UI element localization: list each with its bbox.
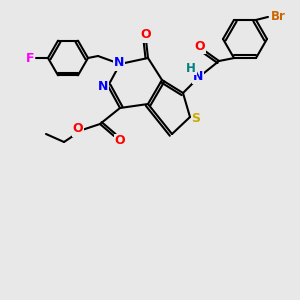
Text: O: O bbox=[141, 28, 151, 41]
Text: N: N bbox=[98, 80, 108, 92]
Text: N: N bbox=[193, 70, 203, 83]
Text: H: H bbox=[186, 61, 196, 74]
Text: F: F bbox=[26, 52, 34, 64]
Text: O: O bbox=[73, 122, 83, 136]
Text: N: N bbox=[114, 56, 124, 70]
Text: O: O bbox=[195, 40, 205, 52]
Text: O: O bbox=[115, 134, 125, 148]
Text: Br: Br bbox=[271, 11, 285, 23]
Text: S: S bbox=[191, 112, 200, 124]
